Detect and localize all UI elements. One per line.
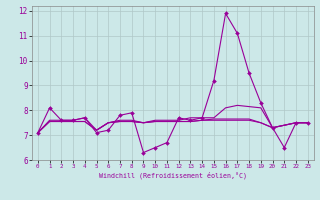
X-axis label: Windchill (Refroidissement éolien,°C): Windchill (Refroidissement éolien,°C) [99, 172, 247, 179]
